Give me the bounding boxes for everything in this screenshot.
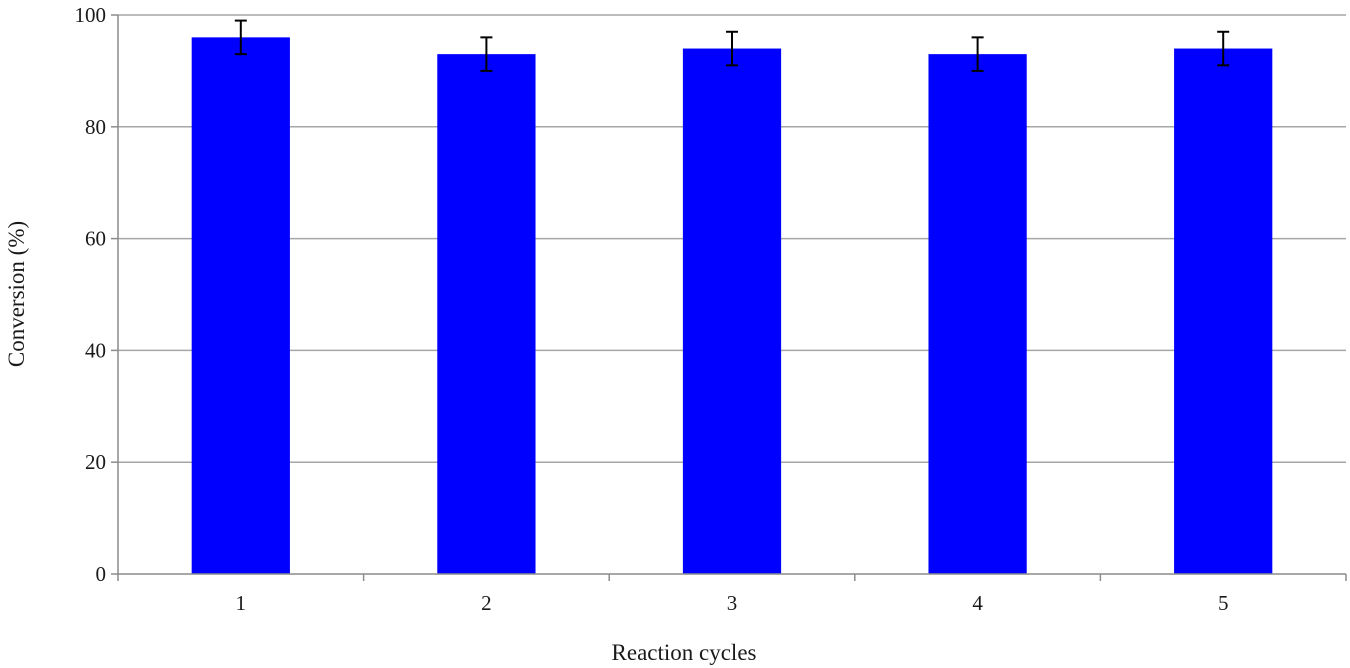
- x-tick-label-4: 4: [972, 591, 983, 615]
- y-axis-title: Conversion (%): [4, 221, 29, 367]
- error-bar-cycle-5: [1217, 30, 1230, 67]
- bars: [191, 37, 1273, 575]
- bar-cycle-4: [928, 54, 1027, 574]
- error-bars: [234, 19, 1230, 72]
- tick-labels: 0 20 40 60 80 100 1 2 3 4 5: [75, 3, 1229, 615]
- x-axis-title: Reaction cycles: [612, 640, 757, 665]
- bar-cycle-3: [682, 48, 782, 575]
- error-bar-cycle-4: [971, 36, 984, 72]
- error-bar-cycle-3: [726, 30, 738, 67]
- y-tick-label-100: 100: [75, 3, 107, 27]
- x-tick-label-1: 1: [236, 591, 247, 615]
- y-tick-label-80: 80: [85, 115, 106, 139]
- bar-cycle-1: [191, 37, 290, 575]
- x-tick-label-5: 5: [1218, 591, 1229, 615]
- y-tick-label-20: 20: [85, 450, 106, 474]
- y-tick-label-0: 0: [96, 562, 107, 586]
- y-tick-label-40: 40: [85, 338, 106, 362]
- error-bar-cycle-2: [480, 36, 493, 72]
- x-tick-label-2: 2: [481, 591, 492, 615]
- error-bar-cycle-1: [234, 19, 247, 56]
- axes: [111, 14, 1347, 581]
- bar-cycle-5: [1174, 48, 1273, 575]
- bar-cycle-2: [437, 54, 536, 574]
- y-tick-label-60: 60: [85, 227, 106, 251]
- x-tick-label-3: 3: [727, 591, 738, 615]
